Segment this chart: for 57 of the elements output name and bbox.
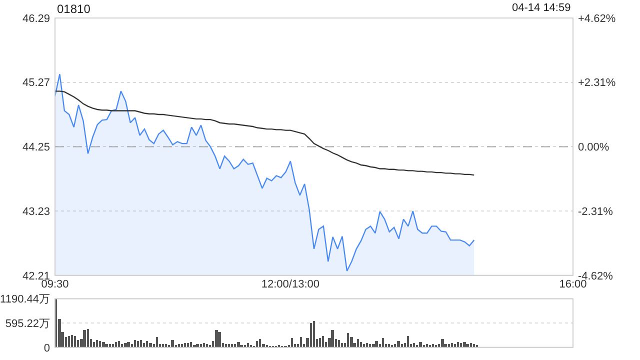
bar bbox=[102, 342, 105, 348]
bar bbox=[218, 332, 221, 348]
bar bbox=[441, 338, 444, 348]
bar bbox=[83, 330, 86, 348]
bar bbox=[291, 338, 293, 348]
bar bbox=[215, 330, 218, 348]
x-tick-label: 12:00/13:00 bbox=[261, 278, 320, 290]
bar bbox=[87, 328, 89, 348]
bar bbox=[99, 340, 101, 348]
bar bbox=[350, 336, 353, 348]
y2-tick-label: +2.31% bbox=[578, 77, 616, 90]
bar bbox=[68, 336, 70, 348]
y2-tick-label: 0.00% bbox=[578, 142, 610, 154]
bar bbox=[156, 336, 158, 348]
y-tick-label: 44.25 bbox=[22, 142, 50, 154]
bar bbox=[382, 338, 384, 348]
bar bbox=[140, 340, 142, 348]
y2-tick-label: +4.62% bbox=[578, 12, 616, 25]
bar bbox=[313, 320, 315, 348]
bar bbox=[331, 330, 334, 348]
bar bbox=[397, 340, 400, 348]
x-tick-label: 09:30 bbox=[41, 278, 69, 290]
chart-title: 01810 bbox=[57, 2, 91, 16]
bar bbox=[375, 340, 378, 348]
y-tick-label: 595.22万 bbox=[5, 318, 50, 330]
y-tick-label: 43.23 bbox=[22, 206, 50, 218]
bar bbox=[127, 342, 130, 348]
bar bbox=[338, 340, 340, 348]
bar bbox=[357, 338, 359, 348]
bar bbox=[347, 332, 349, 348]
bar bbox=[137, 340, 139, 348]
bar bbox=[463, 342, 466, 348]
y2-tick-label: -2.31% bbox=[578, 206, 614, 218]
bar bbox=[96, 340, 98, 348]
y-tick-label: 0 bbox=[44, 342, 50, 354]
bar bbox=[237, 342, 240, 348]
y-tick-label: 1190.44万 bbox=[0, 294, 50, 306]
bar bbox=[146, 340, 148, 348]
bar bbox=[419, 342, 422, 348]
bar bbox=[407, 336, 409, 348]
bar bbox=[300, 336, 302, 348]
bar bbox=[322, 336, 324, 348]
text: 04-14 14:59 bbox=[512, 2, 571, 14]
bar bbox=[77, 340, 79, 348]
bar bbox=[74, 336, 76, 348]
bar bbox=[319, 338, 321, 348]
bar bbox=[71, 334, 73, 348]
bar bbox=[310, 322, 312, 348]
bar bbox=[259, 338, 261, 348]
line-series bbox=[55, 90, 475, 176]
x-tick-label: 16:00 bbox=[559, 278, 587, 290]
y-tick-label: 46.29 bbox=[22, 12, 50, 25]
y-tick-label: 45.27 bbox=[22, 77, 50, 90]
bar bbox=[256, 340, 258, 348]
bar bbox=[134, 340, 136, 348]
bar bbox=[118, 340, 120, 348]
bar bbox=[171, 340, 174, 348]
